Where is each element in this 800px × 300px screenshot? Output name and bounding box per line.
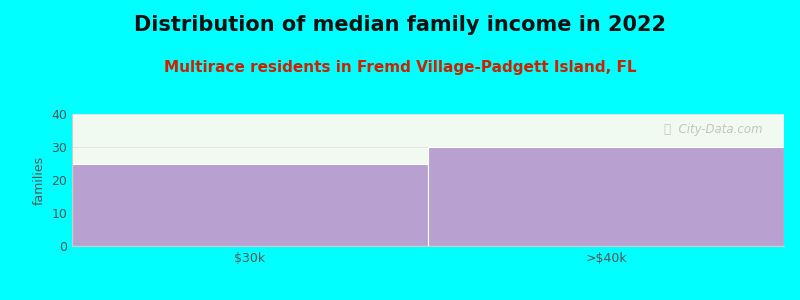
Text: Distribution of median family income in 2022: Distribution of median family income in … xyxy=(134,15,666,35)
Text: Multirace residents in Fremd Village-Padgett Island, FL: Multirace residents in Fremd Village-Pad… xyxy=(164,60,636,75)
Bar xyxy=(428,147,784,246)
Y-axis label: families: families xyxy=(33,155,46,205)
Text: ⓘ  City-Data.com: ⓘ City-Data.com xyxy=(664,123,762,136)
Bar xyxy=(72,164,428,246)
